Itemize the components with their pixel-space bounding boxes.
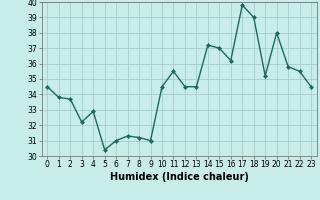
- X-axis label: Humidex (Indice chaleur): Humidex (Indice chaleur): [110, 172, 249, 182]
